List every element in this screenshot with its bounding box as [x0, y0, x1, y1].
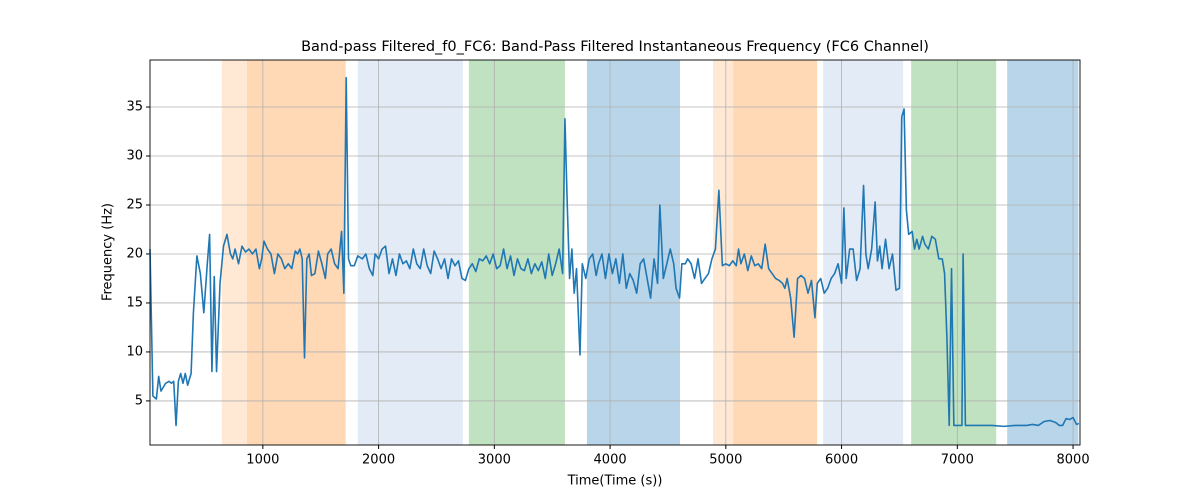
y-tick-label: 10 [126, 344, 143, 359]
shaded-span [586, 60, 680, 445]
x-axis-label: Time(Time (s)) [567, 474, 663, 489]
x-tick-label: 2000 [362, 453, 395, 468]
data-line [149, 76, 1080, 428]
y-axis-label: Frequency (Hz) [101, 203, 116, 301]
plot-frame [149, 59, 1081, 446]
y-tick-label: 15 [126, 295, 143, 310]
x-tick-label: 6000 [825, 453, 858, 468]
y-tick-label: 20 [126, 246, 143, 261]
x-tick-label: 7000 [941, 453, 974, 468]
shaded-span [1007, 60, 1079, 445]
y-tick-label: 25 [126, 197, 143, 212]
chart-title: Band-pass Filtered_f0_FC6: Band-Pass Fil… [301, 39, 929, 55]
shaded-span [357, 60, 463, 445]
y-tick-label: 30 [126, 149, 143, 164]
x-tick-label: 1000 [246, 453, 279, 468]
shaded-span [823, 60, 904, 445]
shaded-span [468, 60, 565, 445]
y-tick-label: 5 [135, 393, 143, 408]
x-tick-label: 8000 [1057, 453, 1090, 468]
x-tick-label: 5000 [709, 453, 742, 468]
shaded-span [713, 60, 734, 445]
x-tick-label: 3000 [478, 453, 511, 468]
shaded-span [733, 60, 818, 445]
y-tick-label: 35 [126, 100, 143, 115]
x-tick-label: 4000 [594, 453, 627, 468]
